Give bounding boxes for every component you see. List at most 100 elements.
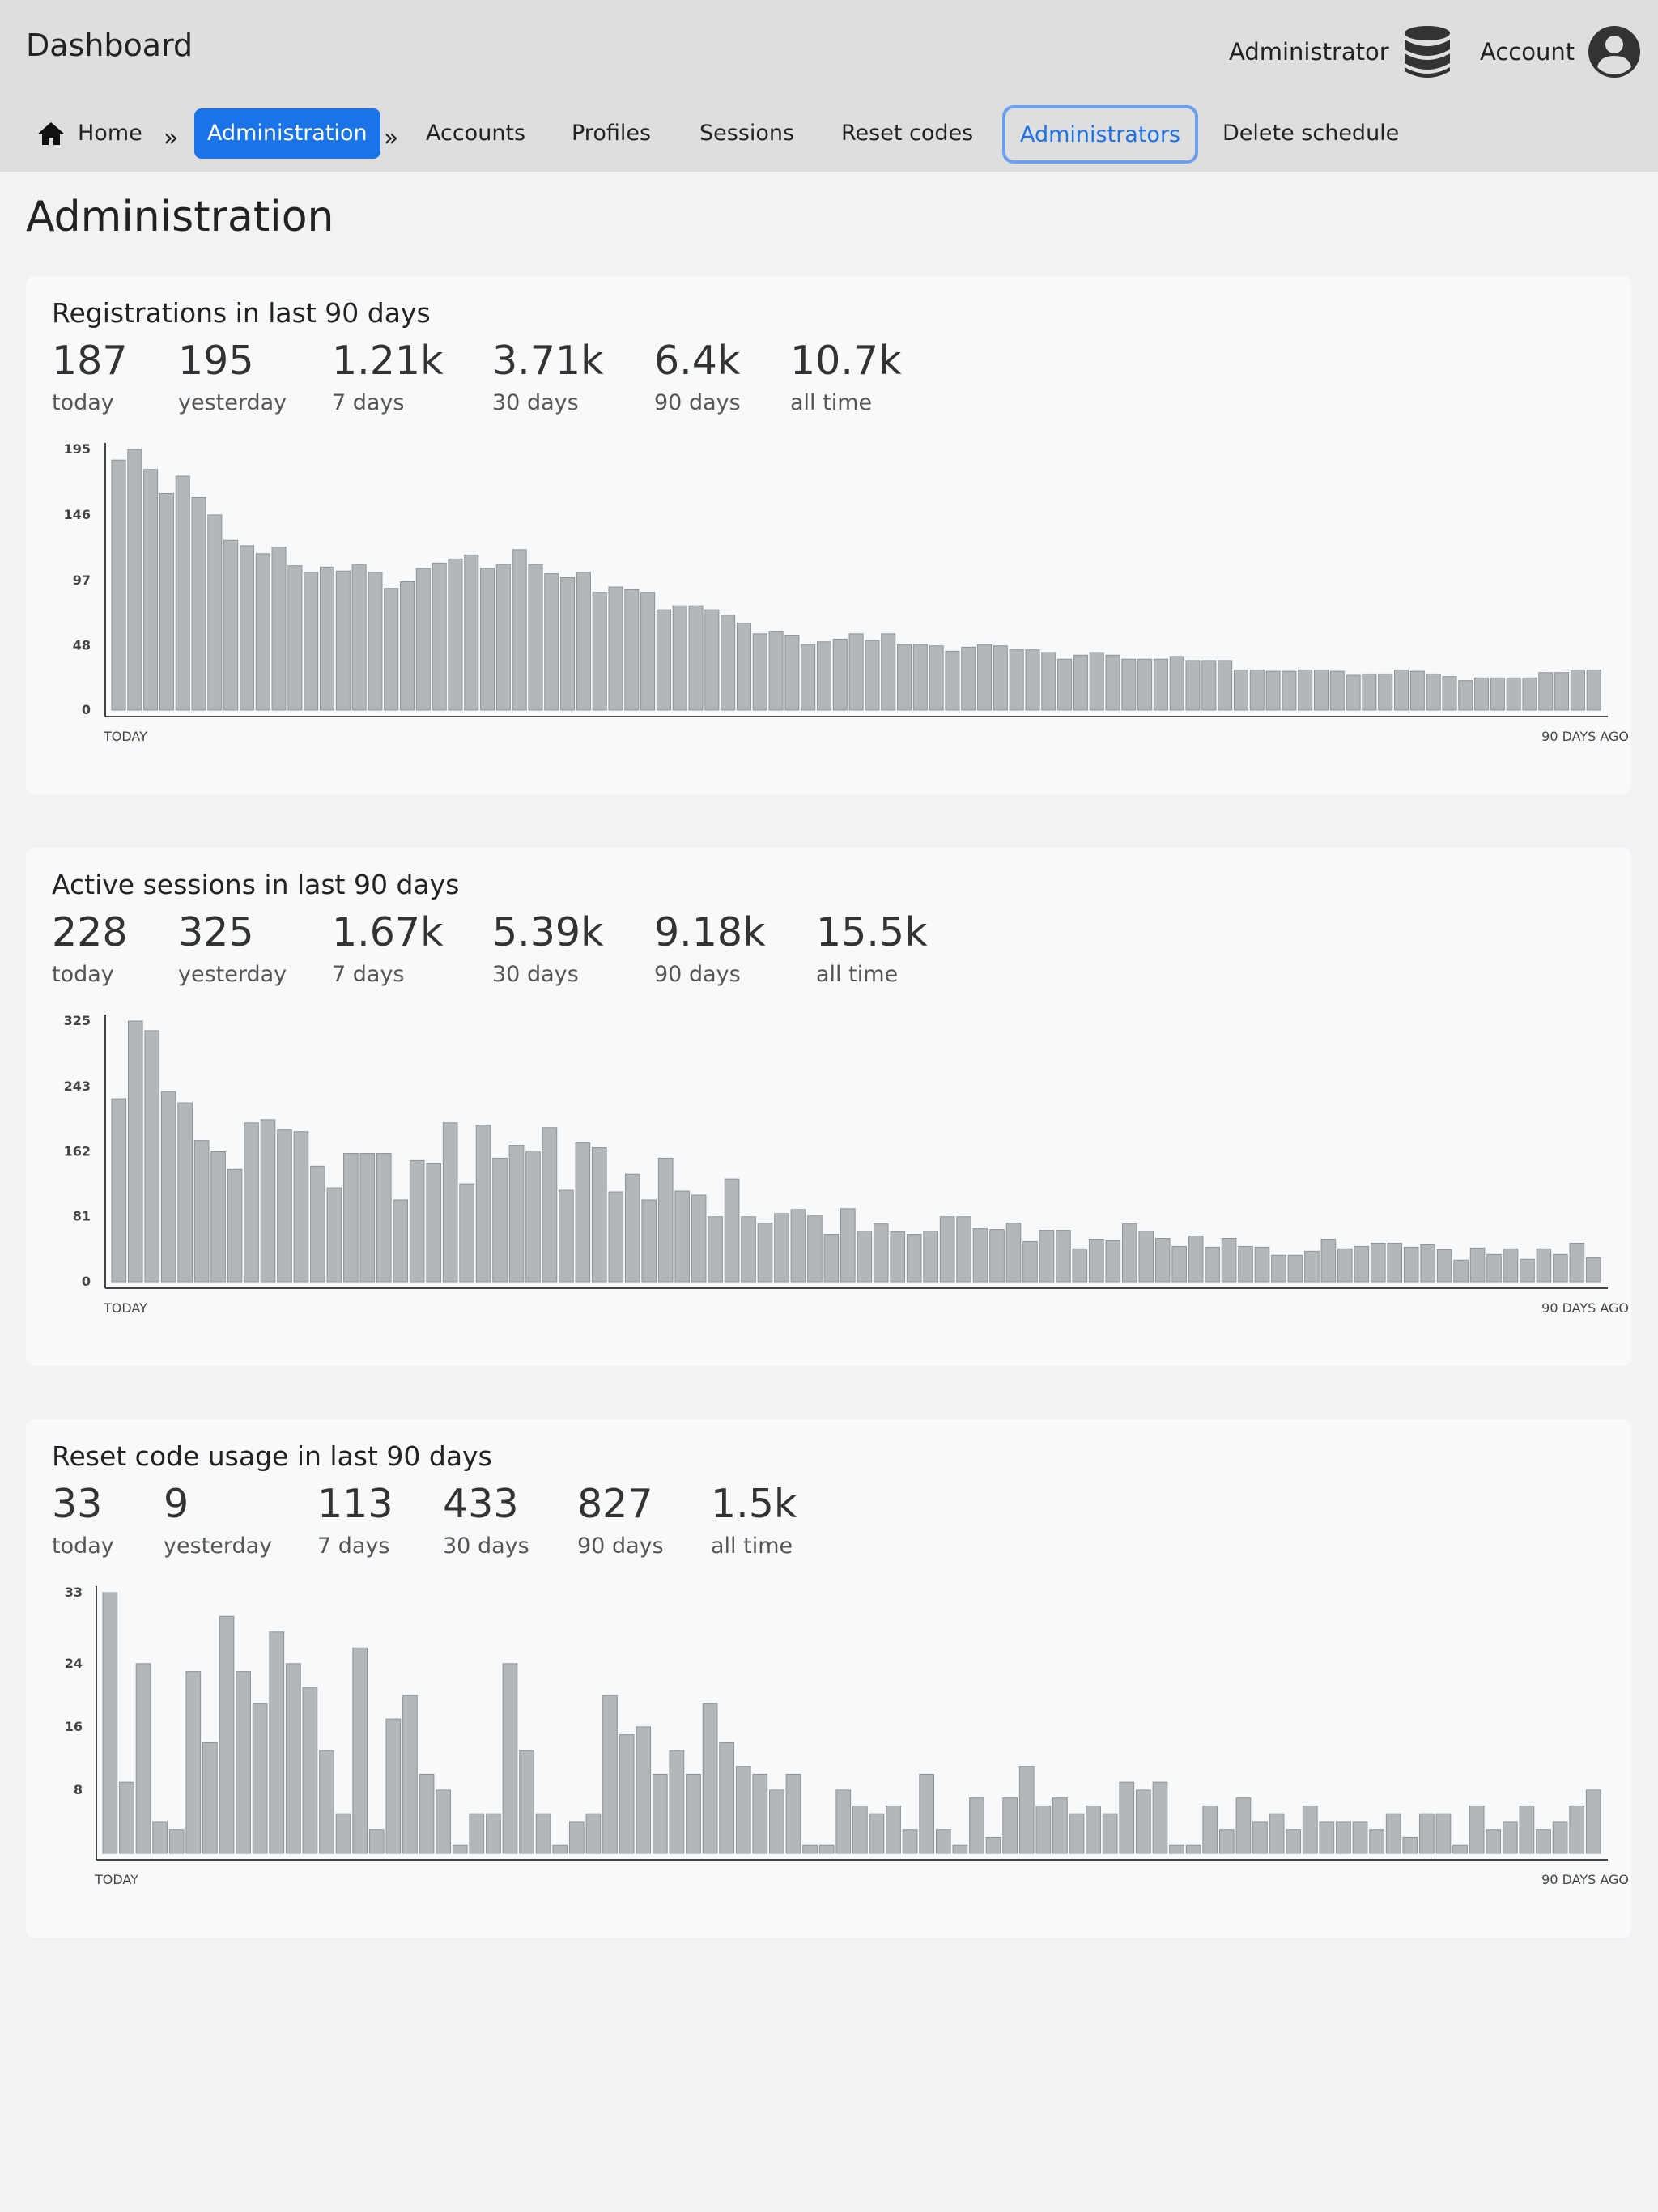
chart-bar	[111, 459, 126, 711]
chart-bar	[464, 554, 479, 711]
chart-bar	[486, 1813, 501, 1854]
y-tick-label: 0	[82, 1274, 91, 1289]
account-menu[interactable]: Account	[1480, 23, 1641, 81]
chart-bar	[152, 1821, 168, 1854]
chart-bar	[1442, 676, 1457, 711]
database-icon	[1404, 26, 1450, 78]
y-tick-label: 48	[73, 638, 91, 653]
nav-administration[interactable]: Administration	[194, 108, 380, 159]
chart-bar	[223, 539, 239, 711]
nav-home-label: Home	[78, 121, 142, 146]
stat-value: 195	[178, 338, 254, 384]
chart-bar	[869, 1813, 885, 1854]
chart-bar	[848, 633, 864, 711]
chart-bar	[559, 1189, 574, 1283]
chart-bar	[719, 1742, 734, 1854]
stat-label: 90 days	[654, 390, 741, 415]
chart-bar	[736, 623, 751, 711]
nav-delete-schedule[interactable]: Delete schedule	[1222, 121, 1400, 146]
chart-bar	[1436, 1249, 1452, 1283]
stat-today: 228 today	[52, 912, 128, 987]
chart-bar	[512, 549, 527, 711]
chart-bar	[368, 1829, 385, 1854]
chart-bar	[902, 1829, 918, 1854]
chart-bar	[359, 1152, 376, 1283]
chart-bar	[159, 492, 174, 711]
chart-bar	[801, 644, 816, 711]
chart-bar	[769, 1789, 784, 1854]
stat-90-days: 9.18k 90 days	[654, 912, 765, 987]
card-title: Registrations in last 90 days	[52, 297, 431, 329]
chart-bar	[1302, 1805, 1318, 1854]
chart-bar	[368, 572, 383, 711]
chart-bar	[865, 640, 880, 711]
chart-bar	[774, 1213, 789, 1283]
chart-bar	[1452, 1844, 1468, 1854]
chart-bar	[519, 1750, 534, 1854]
chart-bar	[293, 1131, 309, 1283]
chart-bar	[1169, 1844, 1184, 1854]
chart-bar	[469, 1813, 485, 1854]
y-tick-label: 195	[64, 441, 91, 457]
chart-bar	[708, 1216, 723, 1283]
chart-bar	[840, 1208, 856, 1283]
chart-bar	[351, 564, 367, 711]
chart-bar	[285, 1663, 301, 1854]
chart-bar	[202, 1742, 218, 1854]
chart-bar	[823, 1234, 840, 1283]
y-tick-label: 16	[65, 1719, 83, 1734]
chart-bar	[945, 650, 960, 711]
chart-bar	[602, 1695, 618, 1854]
card-title: Active sessions in last 90 days	[52, 869, 460, 900]
chart-bar	[1419, 1813, 1435, 1854]
administrator-menu[interactable]: Administrator	[1229, 23, 1451, 81]
chart-bar	[1052, 1797, 1068, 1854]
chart-bar	[1426, 673, 1441, 711]
chart-bar	[1570, 669, 1585, 711]
chart-bar	[1269, 1813, 1285, 1854]
chart-bar	[175, 475, 190, 711]
nav-accounts[interactable]: Accounts	[426, 121, 526, 146]
chart-bar	[702, 1703, 718, 1854]
stat-label: 90 days	[654, 962, 741, 987]
x-start-label: TODAY	[94, 1872, 138, 1887]
nav-administrators[interactable]: Administrators	[1002, 105, 1199, 164]
chart-bar	[1152, 1781, 1168, 1854]
x-end-label: 90 DAYS AGO	[1541, 729, 1629, 744]
chart-bar	[785, 1773, 801, 1854]
nav-reset-codes[interactable]: Reset codes	[841, 121, 974, 146]
chart-bar	[1119, 1781, 1135, 1854]
chart-bar	[1282, 670, 1297, 711]
nav-home[interactable]: Home	[37, 108, 142, 159]
chart-bar	[1056, 1230, 1071, 1283]
chart-bar	[352, 1647, 368, 1854]
nav-sessions[interactable]: Sessions	[699, 121, 795, 146]
top-bar: Dashboard Administrator Account Home » A…	[0, 0, 1658, 172]
stat-value: 827	[577, 1481, 653, 1527]
chart-bar	[784, 635, 800, 711]
chart-bar	[1153, 658, 1168, 711]
chart-bar	[1235, 1797, 1252, 1854]
chart-bar	[239, 545, 254, 711]
chart-bar	[1486, 1253, 1502, 1283]
stat-value: 1.67k	[332, 909, 444, 955]
chart-bar	[319, 1750, 334, 1854]
chart-bar	[385, 1718, 402, 1854]
nav-profiles[interactable]: Profiles	[572, 121, 652, 146]
chart-bar	[135, 1663, 151, 1854]
chart-bar	[1352, 1821, 1368, 1854]
chart-bar	[1002, 1797, 1018, 1854]
breadcrumb-separator: »	[164, 124, 179, 152]
chart-bar	[1154, 1238, 1171, 1283]
chart-bar	[475, 1125, 491, 1283]
y-tick-label: 325	[64, 1013, 91, 1028]
stat-value: 3.71k	[492, 338, 604, 384]
chart-bar	[552, 1844, 568, 1854]
chart-bar	[319, 566, 335, 711]
chart-bar	[1249, 669, 1265, 711]
chart-bar	[1506, 677, 1521, 711]
stat-value: 15.5k	[816, 909, 928, 955]
stat-value: 187	[52, 338, 128, 384]
chart-bar	[335, 570, 351, 711]
chart-bar	[568, 1821, 585, 1854]
